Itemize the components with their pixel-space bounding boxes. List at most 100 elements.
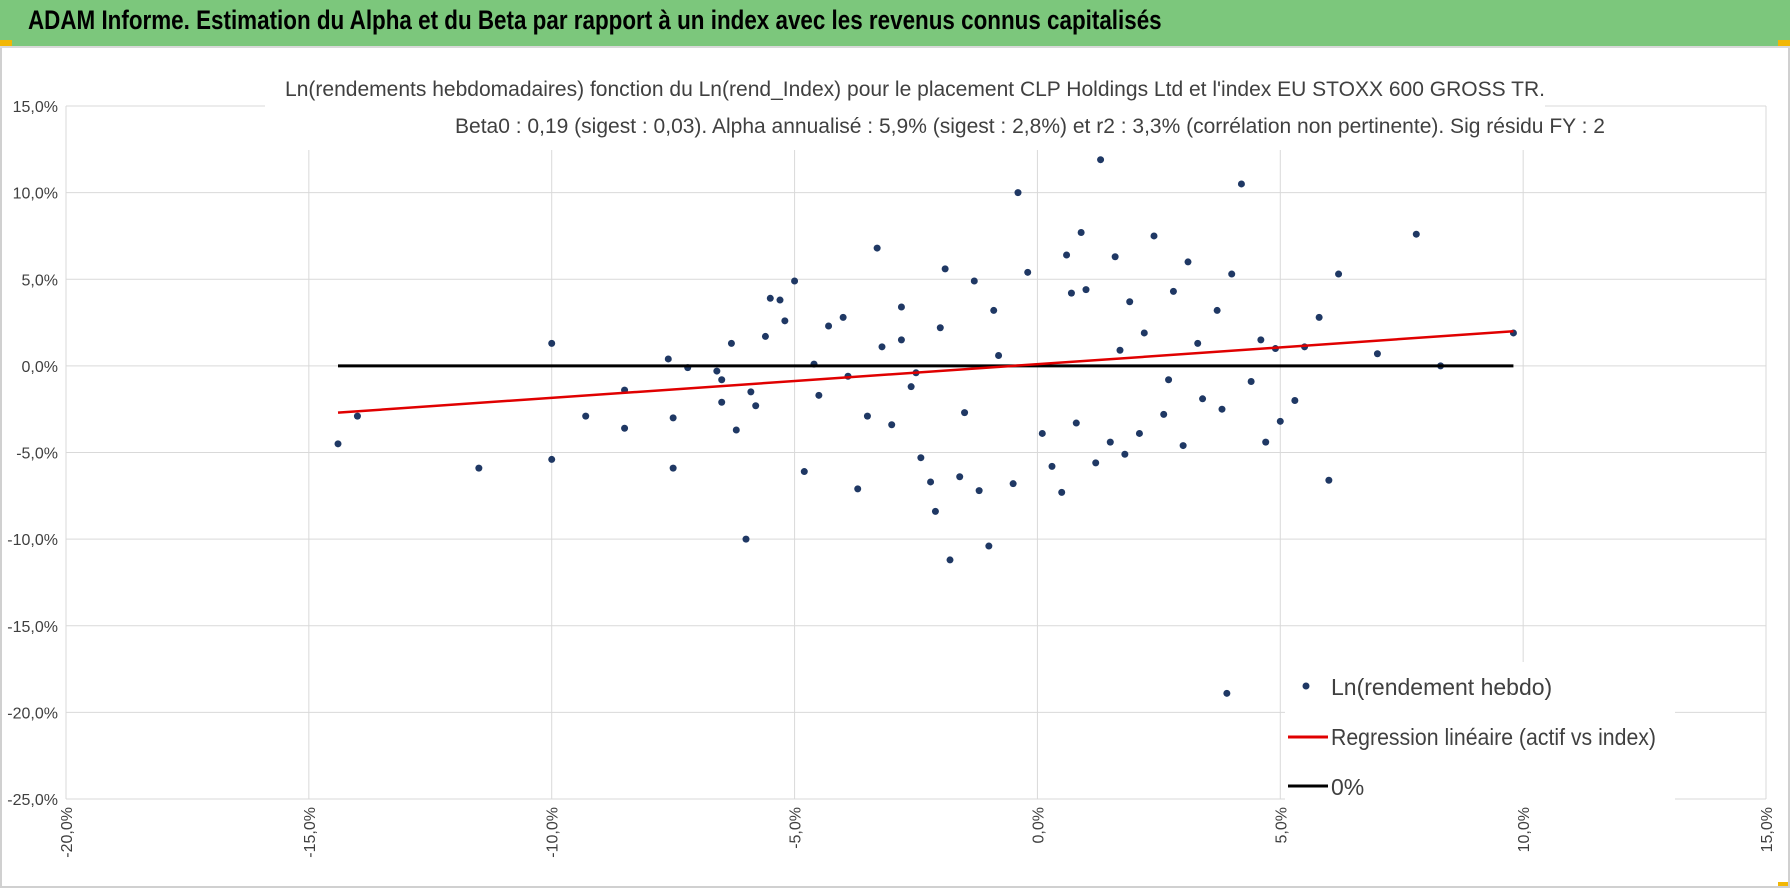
data-point: [888, 421, 896, 429]
data-point: [1121, 450, 1129, 458]
data-point: [747, 388, 755, 396]
data-point: [839, 313, 847, 321]
data-point: [582, 412, 590, 420]
data-point: [1165, 376, 1173, 384]
data-point: [1092, 459, 1100, 467]
data-point: [781, 317, 789, 325]
data-point: [727, 339, 735, 347]
x-tick-label: -15,0%: [302, 807, 319, 858]
legend-label-regression: Regression linéaire (actif vs index): [1331, 724, 1656, 750]
y-tick-label: -5,0%: [16, 446, 58, 463]
x-tick-label: -20,0%: [59, 807, 76, 858]
data-point: [1063, 251, 1071, 259]
data-point: [863, 412, 871, 420]
data-point: [815, 391, 823, 399]
data-point: [1218, 405, 1226, 413]
data-point: [761, 332, 769, 340]
chart-frame: [0, 48, 1790, 888]
data-point: [791, 277, 799, 285]
data-point: [946, 556, 954, 564]
data-point: [975, 487, 983, 495]
x-tick-label: -10,0%: [545, 807, 562, 858]
data-point: [664, 355, 672, 363]
data-point: [1194, 339, 1202, 347]
axes: 15,0% 10,0% 5,0% 0,0% -5,0% -10,0% -15,0% -20,0…: [7, 99, 1776, 858]
data-point: [995, 351, 1003, 359]
data-point: [1160, 410, 1168, 418]
data-point: [1262, 438, 1270, 446]
y-tick-label: -20,0%: [7, 705, 58, 722]
data-point: [1140, 329, 1148, 337]
data-point: [1228, 270, 1236, 278]
data-point: [985, 542, 993, 550]
data-point: [1009, 480, 1017, 488]
data-point: [970, 277, 978, 285]
data-point: [752, 402, 760, 410]
data-point: [873, 244, 881, 252]
data-point: [1247, 377, 1255, 385]
data-point: [941, 265, 949, 273]
data-point: [1106, 438, 1114, 446]
data-point: [961, 409, 969, 417]
data-point: [1024, 268, 1032, 276]
data-point: [1169, 287, 1177, 295]
y-tick-label: 10,0%: [13, 186, 58, 203]
data-point: [800, 468, 808, 476]
data-point: [713, 367, 721, 375]
data-point: [990, 306, 998, 314]
data-point: [825, 322, 833, 330]
data-point: [766, 294, 774, 302]
regression-line: [337, 329, 1514, 414]
x-tick-label: 5,0%: [1273, 807, 1290, 843]
data-point: [548, 339, 556, 347]
data-point: [1237, 180, 1245, 188]
data-point: [742, 535, 750, 543]
y-tick-label: -15,0%: [7, 619, 58, 636]
data-point: [1077, 228, 1085, 236]
data-point: [1072, 419, 1080, 427]
y-tick-label: -25,0%: [7, 792, 58, 809]
data-point: [776, 296, 784, 304]
y-tick-label: 5,0%: [22, 272, 58, 289]
data-point: [1097, 156, 1105, 164]
data-point: [1257, 336, 1265, 344]
data-point: [1067, 289, 1075, 297]
data-point: [1315, 313, 1323, 321]
series: [334, 156, 1517, 697]
data-point: [1135, 429, 1143, 437]
data-point: [1150, 232, 1158, 240]
data-point: [334, 440, 342, 448]
data-point: [1213, 306, 1221, 314]
data-point: [1058, 488, 1066, 496]
data-point: [1048, 462, 1056, 470]
data-point: [1199, 395, 1207, 403]
y-tick-label: -10,0%: [7, 532, 58, 549]
data-point: [878, 343, 886, 351]
data-point: [936, 324, 944, 332]
data-point: [897, 303, 905, 311]
x-tick-label: 15,0%: [1759, 807, 1776, 852]
data-point: [907, 383, 915, 391]
data-point: [718, 398, 726, 406]
legend-marker-points: [1302, 682, 1310, 690]
data-point: [917, 454, 925, 462]
data-point: [1038, 429, 1046, 437]
data-point: [718, 376, 726, 384]
corner-marker: [0, 40, 12, 46]
data-point: [1116, 346, 1124, 354]
data-point: [475, 464, 483, 472]
x-tick-label: 0,0%: [1030, 807, 1047, 843]
y-tick-label: 0,0%: [22, 359, 58, 376]
title-background: [265, 74, 1545, 150]
data-point: [956, 473, 964, 481]
x-tick-label: 10,0%: [1516, 807, 1533, 852]
data-point: [1184, 258, 1192, 266]
corner-marker: [1778, 882, 1790, 888]
x-tick-label: -5,0%: [788, 807, 805, 849]
data-point: [1335, 270, 1343, 278]
data-point: [1291, 397, 1299, 405]
data-point: [353, 412, 361, 420]
page-title: ADAM Informe. Estimation du Alpha et du …: [28, 5, 1162, 35]
data-point: [1179, 442, 1187, 450]
